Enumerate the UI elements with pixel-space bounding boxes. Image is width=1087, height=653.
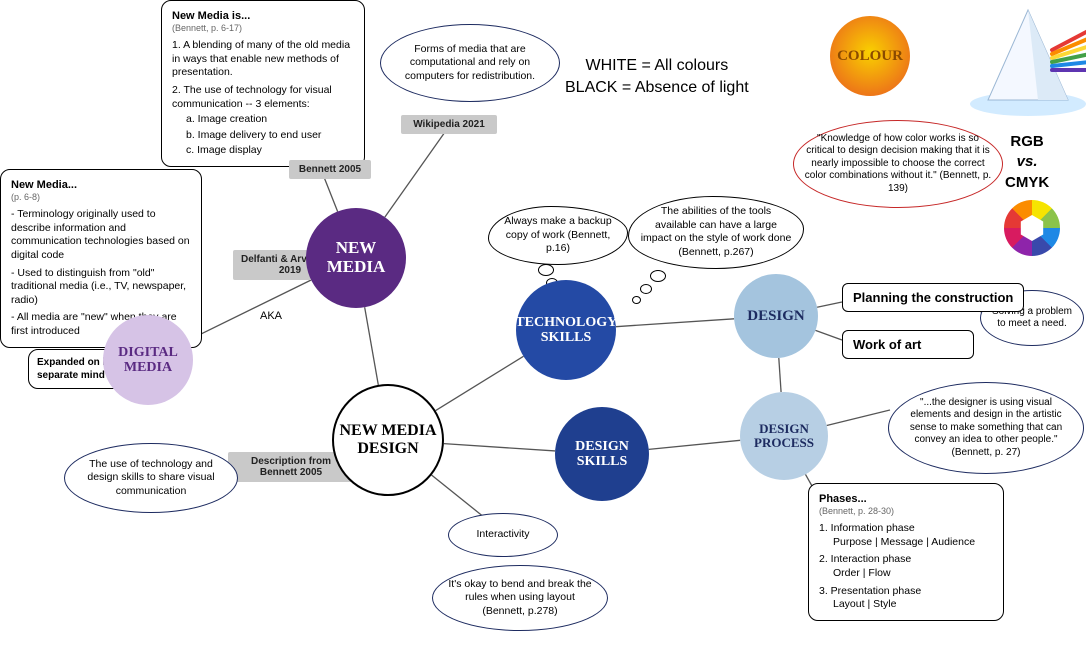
node-digital-media: DIGITAL MEDIA (103, 315, 193, 405)
box-title: New Media is... (172, 9, 354, 23)
thought-text: Always make a backup copy of work (Benne… (488, 206, 628, 265)
box-title: Phases... (819, 492, 993, 506)
node-technology-skills: TECHNOLOGY SKILLS (516, 280, 616, 380)
box-line: a. Image creation (172, 113, 354, 127)
text-aka: AKA (260, 310, 282, 322)
box-line: 2. The use of technology for visual comm… (172, 84, 354, 111)
node-design: DESIGN (734, 274, 818, 358)
box-line: - Used to distinguish from "old" traditi… (11, 267, 191, 308)
box-cite: (Bennett, p. 6-17) (172, 23, 354, 35)
note-ellipse: The use of technology and design skills … (64, 443, 238, 513)
color-wheel-icon (1004, 200, 1060, 256)
thought-bubble: The abilities of the tools available can… (628, 196, 804, 269)
box-line: 1. A blending of many of the old media i… (172, 39, 354, 80)
box-line: b. Image delivery to end user (172, 129, 354, 143)
node-colour: COLOUR (830, 16, 910, 96)
source-tag: Wikipedia 2021 (401, 115, 497, 134)
node-design-skills: DESIGN SKILLS (555, 407, 649, 501)
box-line: Layout | Style (819, 598, 993, 612)
box-cite: (Bennett, p. 28-30) (819, 506, 993, 518)
note-ellipse: Interactivity (448, 513, 558, 557)
box-new-media-is: New Media is... (Bennett, p. 6-17) 1. A … (161, 0, 365, 167)
box-line: Order | Flow (819, 567, 993, 581)
node-design-process: DESIGN PROCESS (740, 392, 828, 480)
text-white-black: WHITE = All colours BLACK = Absence of l… (565, 55, 749, 98)
box-phases: Phases... (Bennett, p. 28-30) 1. Informa… (808, 483, 1004, 621)
prism-icon (968, 0, 1086, 120)
note-ellipse: Forms of media that are computational an… (380, 24, 560, 102)
node-new-media-design: NEW MEDIA DESIGN (332, 384, 444, 496)
box-line: c. Image display (172, 144, 354, 158)
box-cite: (p. 6-8) (11, 192, 191, 204)
node-new-media: NEW MEDIA (306, 208, 406, 308)
design-pill: Planning the construction (842, 283, 1024, 312)
box-line: Purpose | Message | Audience (819, 536, 993, 550)
box-line: 1. Information phase (819, 522, 993, 536)
text-rgb-cmyk: RGB vs. CMYK (1005, 132, 1049, 193)
box-title: New Media... (11, 178, 191, 192)
source-tag: Bennett 2005 (289, 160, 371, 179)
thought-bubble: Always make a backup copy of work (Benne… (488, 206, 628, 265)
box-line: - Terminology originally used to describ… (11, 208, 191, 263)
note-ellipse: It's okay to bend and break the rules wh… (432, 565, 608, 631)
note-ellipse: "...the designer is using visual element… (888, 382, 1084, 474)
mindmap-canvas: New Media is... (Bennett, p. 6-17) 1. A … (0, 0, 1087, 653)
box-line: 2. Interaction phase (819, 553, 993, 567)
box-line: 3. Presentation phase (819, 585, 993, 599)
thought-text: The abilities of the tools available can… (628, 196, 804, 269)
design-pill: Work of art (842, 330, 974, 359)
note-ellipse-red: "Knowledge of how color works is so crit… (793, 120, 1003, 208)
